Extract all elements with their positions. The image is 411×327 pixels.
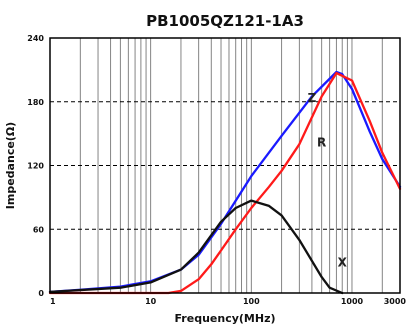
curve-label-layer: Z R X — [308, 91, 348, 270]
x-tick-label: 100 — [243, 297, 260, 306]
plot-frame — [49, 37, 401, 294]
y-tick-label: 60 — [33, 225, 45, 234]
x-tick-label: 1000 — [341, 297, 364, 306]
x-tick-label: 10 — [145, 297, 157, 306]
x-tick-label: 3000 — [384, 297, 407, 306]
curve-label-r: R — [317, 135, 326, 149]
tick-layer: 1 10 100 1000 3000 0 60 120 180 240 — [27, 34, 406, 306]
y-axis-label: Impedance(Ω) — [4, 122, 17, 209]
grid-layer — [49, 38, 401, 293]
y-tick-label: 240 — [27, 34, 44, 43]
curve-label-z: Z — [308, 91, 317, 105]
chart-title: PB1005QZ121-1A3 — [146, 12, 304, 30]
x-tick-label: 1 — [50, 297, 56, 306]
y-tick-label: 120 — [27, 162, 44, 171]
series-line-x — [48, 199, 344, 295]
y-tick-label: 180 — [27, 98, 44, 107]
y-tick-label: 0 — [38, 289, 44, 298]
curve-label-x: X — [338, 255, 348, 269]
x-axis-label: Frequency(MHz) — [175, 312, 276, 325]
